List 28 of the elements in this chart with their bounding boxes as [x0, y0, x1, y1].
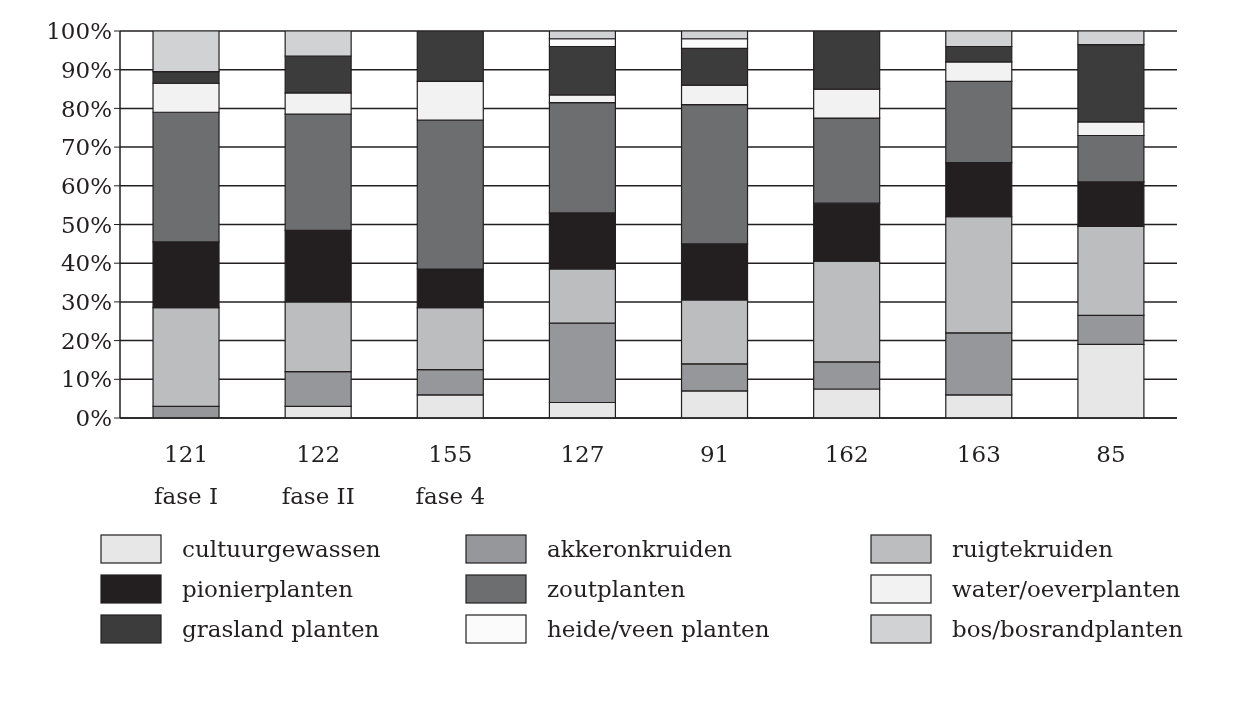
y-tick-label: 100%	[46, 18, 112, 45]
y-tick-label: 20%	[60, 327, 112, 354]
x-tick-label: 155 fase 4	[415, 441, 486, 509]
x-tick-label: 127	[560, 441, 605, 467]
y-tick-label: 70%	[60, 134, 112, 161]
x-tick-label: 121 fase I	[154, 441, 219, 509]
y-tick-label: 90%	[60, 56, 112, 83]
legend-label: ruigtekruiden	[952, 536, 1113, 562]
y-tick-label: 30%	[60, 289, 112, 316]
x-tick-label: 85	[1096, 441, 1126, 467]
legend-label: heide/veen planten	[547, 616, 770, 642]
y-tick-label: 50%	[60, 211, 112, 238]
x-tick-label: 122 fase II	[281, 441, 355, 509]
legend-label: water/oeverplanten	[952, 576, 1181, 602]
y-tick-label: 0%	[75, 405, 112, 432]
legend-label: cultuurgewassen	[182, 536, 381, 562]
legend-label: pionierplanten	[182, 576, 353, 602]
legend-label: akkeronkruiden	[547, 536, 733, 562]
y-tick-label: 10%	[60, 366, 112, 393]
legend-label: bos/bosrandplanten	[952, 616, 1184, 642]
legend-label: zoutplanten	[547, 576, 686, 602]
x-tick-label: 162	[824, 441, 869, 467]
y-tick-label: 40%	[60, 250, 112, 277]
legend-label: grasland planten	[182, 616, 380, 642]
x-tick-label: 163	[956, 441, 1001, 467]
y-tick-label: 60%	[60, 172, 112, 199]
y-tick-label: 80%	[60, 95, 112, 122]
x-tick-label: 91	[699, 441, 730, 467]
